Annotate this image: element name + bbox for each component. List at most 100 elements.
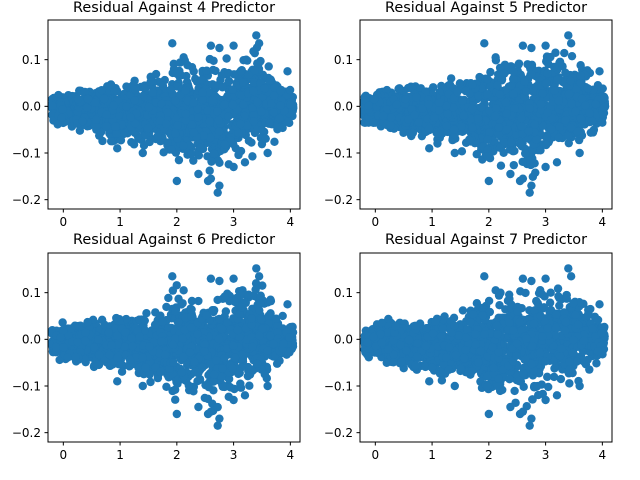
- subplot-2-point: [491, 53, 500, 62]
- subplot-2-point: [530, 120, 539, 129]
- subplot-1-point: [252, 31, 261, 40]
- y-tick-label: 0.0: [334, 100, 353, 114]
- subplot-1-point: [53, 120, 62, 129]
- subplot-1-point: [250, 66, 259, 75]
- subplot-2-point: [595, 67, 604, 76]
- subplot-2-point: [369, 118, 378, 127]
- subplot-2-point: [600, 93, 609, 103]
- subplot-2-point: [525, 188, 534, 197]
- subplot-1-point: [58, 105, 67, 114]
- subplot-2-point: [433, 128, 443, 138]
- subplot-2-point: [484, 176, 494, 186]
- subplot-3-point: [112, 313, 121, 323]
- subplot-1-point: [261, 134, 270, 143]
- subplot-2-point: [502, 125, 512, 134]
- subplot-1-point: [197, 75, 207, 85]
- subplot-1-point: [172, 69, 182, 78]
- subplot-1-point: [236, 146, 246, 156]
- subplot-2-point: [424, 124, 434, 134]
- subplot-1-point: [112, 86, 122, 96]
- subplot-3-point: [158, 317, 167, 327]
- subplot-3-point: [258, 281, 267, 290]
- subplot-1-point: [265, 119, 274, 128]
- subplot-1-point: [163, 138, 172, 147]
- subplot-2-point: [433, 139, 442, 148]
- subplot-1-point: [228, 100, 238, 110]
- subplot-2-point: [480, 39, 489, 48]
- subplot-1-point: [224, 112, 233, 121]
- subplot-1-point: [270, 137, 279, 147]
- subplot-2-point: [509, 160, 519, 170]
- subplot-2-point: [567, 51, 577, 61]
- x-tick-label: 4: [599, 215, 607, 229]
- subplot-1-point: [208, 65, 218, 75]
- subplot-2-point: [483, 90, 492, 99]
- subplot-2-point: [494, 130, 504, 139]
- subplot-1-point: [97, 85, 106, 95]
- subplot-2-point: [586, 128, 595, 137]
- subplot-1-point: [263, 148, 272, 158]
- subplot-1-point: [250, 48, 259, 58]
- subplot-2-point: [450, 148, 459, 158]
- y-tick-label: 0.1: [22, 53, 41, 67]
- subplot-2-point: [541, 140, 551, 150]
- subplot-1-point: [275, 113, 284, 123]
- subplot-1-point: [254, 39, 264, 48]
- subplot-3-point: [266, 296, 276, 306]
- subplot-1-point: [209, 149, 219, 159]
- subplot-1-point: [239, 55, 248, 65]
- subplot-2-point: [600, 103, 609, 112]
- subplot-2-point: [506, 169, 515, 179]
- subplot-2-point: [500, 69, 509, 78]
- subplot-3-point: [162, 302, 171, 312]
- subplot-2-point: [364, 101, 373, 110]
- subplot-1-point: [99, 94, 109, 104]
- subplot-3-point: [221, 307, 231, 316]
- subplot-2-point: [522, 87, 531, 96]
- subplot-3-point: [162, 382, 171, 392]
- subplot-1-point: [167, 145, 176, 154]
- subplot-2-point: [530, 159, 539, 168]
- subplot-1-point: [138, 148, 147, 158]
- subplot-1-point: [122, 102, 131, 111]
- subplot-2-point: [473, 114, 483, 123]
- subplot-1-point: [102, 122, 111, 131]
- subplot-1-point: [229, 162, 238, 172]
- subplot-2-point: [424, 100, 433, 109]
- subplot-2-point: [509, 67, 518, 76]
- subplot-1-point: [139, 141, 149, 150]
- subplot-2-point: [401, 94, 410, 104]
- x-tick-label: 2: [485, 215, 493, 229]
- subplot-1-point: [90, 98, 100, 107]
- subplot-2-point: [549, 62, 559, 72]
- subplot-2-point: [443, 109, 452, 119]
- subplot-1-point: [198, 88, 207, 97]
- subplot-1-point: [126, 113, 135, 122]
- subplot-3-point: [117, 367, 127, 376]
- subplot-1-point: [269, 91, 279, 100]
- subplot-2-point: [453, 87, 462, 97]
- subplot-1-point: [257, 107, 266, 117]
- subplot-1-point: [209, 56, 218, 65]
- subplot-1-point: [215, 181, 224, 190]
- subplot-2-point: [508, 74, 518, 84]
- subplot-2-point: [518, 157, 527, 166]
- subplot-1-point: [206, 174, 216, 183]
- subplot-2-point: [576, 61, 585, 70]
- subplot-2-point: [527, 181, 536, 190]
- subplot-3-point: [226, 383, 235, 392]
- subplot-3-point: [214, 334, 224, 344]
- subplot-2-point: [555, 122, 564, 132]
- y-tick-label: −0.2: [324, 193, 353, 207]
- subplot-2-point: [483, 135, 492, 144]
- subplot-2-point: [435, 98, 444, 107]
- subplot-1-point: [148, 88, 157, 97]
- subplot-1-point: [162, 119, 171, 129]
- subplot-1-point: [153, 131, 162, 141]
- subplot-2-point: [547, 124, 556, 134]
- subplot-1-point: [78, 116, 87, 126]
- subplot-2-point: [554, 96, 564, 106]
- subplot-2-point: [550, 86, 559, 95]
- subplot-2-point: [495, 90, 505, 99]
